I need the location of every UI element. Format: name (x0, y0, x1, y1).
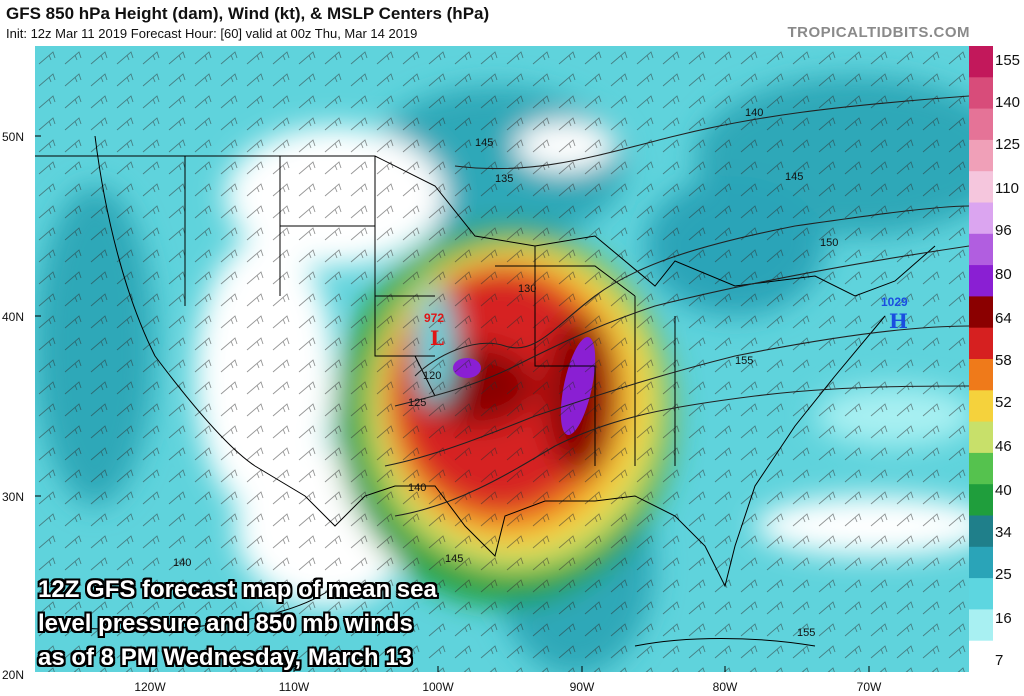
low-pressure-marker: L (430, 326, 445, 350)
colorbar-label: 46 (995, 438, 1012, 455)
lon-label: 120W (134, 680, 166, 694)
lon-label: 70W (856, 680, 882, 694)
wind-barbs (35, 46, 969, 672)
colorbar-label: 34 (995, 524, 1012, 541)
colorbar-swatch (969, 327, 993, 360)
colorbar-label: 80 (995, 266, 1012, 283)
contour-label: 155 (797, 627, 815, 639)
lat-label: 30N (2, 490, 25, 504)
contour-labels: 120 125 130 135 140 140 145 150 155 155 … (173, 107, 838, 639)
colorbar-label: 25 (995, 566, 1012, 583)
lon-label: 110W (278, 680, 310, 694)
contour-label: 140 (745, 107, 763, 119)
borders (35, 135, 936, 647)
colorbar-swatch (969, 640, 993, 673)
map-header: GFS 850 hPa Height (dam), Wind (kt), & M… (0, 0, 1024, 46)
lon-label: 100W (422, 680, 454, 694)
colorbar-swatches (969, 46, 993, 673)
contour-label: 145 (445, 553, 463, 565)
map-subtitle: Init: 12z Mar 11 2019 Forecast Hour: [60… (6, 26, 418, 41)
colorbar-label: 96 (995, 222, 1012, 239)
contour-label: 125 (408, 397, 426, 409)
brand-watermark: TROPICALTIDBITS.COM (787, 24, 970, 41)
lat-label: 40N (2, 310, 25, 324)
lat-label: 50N (2, 130, 25, 144)
colorbar-label: 125 (995, 136, 1021, 153)
contour-label: 140 (173, 557, 191, 569)
colorbar-swatch (969, 265, 993, 297)
colorbar-label: 40 (995, 482, 1012, 499)
colorbar-label: 140 (995, 94, 1021, 111)
high-pressure-value: 1029 (881, 295, 908, 309)
colorbar-label: 16 (995, 610, 1012, 627)
colorbar-swatch (969, 390, 993, 423)
map-caption: 12Z GFS forecast map of mean sea level p… (38, 573, 437, 675)
colorbar-label: 52 (995, 394, 1012, 411)
contour-label: 150 (820, 237, 838, 249)
colorbar-swatch (969, 296, 993, 329)
contour-label: 150 (205, 617, 223, 629)
colorbar-swatch (969, 421, 993, 454)
lat-label: 20N (2, 668, 25, 682)
caption-line: as of 8 PM Wednesday, March 13 (38, 644, 412, 671)
colorbar-swatch (969, 139, 993, 172)
map-title: GFS 850 hPa Height (dam), Wind (kt), & M… (6, 4, 490, 23)
colorbar-swatch (969, 578, 993, 610)
contour-label: 130 (518, 283, 536, 295)
contour-label: 135 (495, 173, 513, 185)
colorbar-swatch (969, 171, 993, 203)
graticule-ticks (35, 135, 870, 672)
colorbar-swatch (969, 77, 993, 110)
caption-line: 12Z GFS forecast map of mean sea (38, 576, 437, 603)
colorbar-swatch (969, 546, 993, 579)
colorbar: 155 140 125 110 96 80 64 58 52 46 40 34 … (969, 46, 1024, 673)
contour-label: 120 (423, 370, 441, 382)
colorbar-swatch (969, 202, 993, 235)
colorbar-label: 155 (995, 52, 1021, 69)
colorbar-swatch (969, 609, 993, 642)
contour-label: 145 (785, 171, 803, 183)
colorbar-label: 7 (995, 652, 1004, 669)
colorbar-label: 110 (995, 180, 1019, 197)
lon-label: 90W (569, 680, 595, 694)
colorbar-swatch (969, 108, 993, 141)
low-pressure-value: 972 (424, 311, 445, 325)
colorbar-swatch (969, 484, 993, 516)
map-canvas: 120 125 130 135 140 140 145 150 155 155 … (35, 46, 969, 672)
contour-label: 145 (475, 137, 493, 149)
colorbar-swatch (969, 515, 993, 548)
contour-label: 140 (408, 482, 426, 494)
colorbar-swatch (969, 46, 993, 78)
colorbar-swatch (969, 359, 993, 391)
colorbar-label: 58 (995, 352, 1012, 369)
contour-label: 155 (735, 355, 753, 367)
height-contours (384, 95, 969, 517)
colorbar-swatch (969, 233, 993, 266)
lon-label: 80W (712, 680, 738, 694)
weather-map: 120 125 130 135 140 140 145 150 155 155 … (35, 46, 969, 672)
caption-line: level pressure and 850 mb winds (38, 610, 413, 637)
colorbar-swatch (969, 452, 993, 485)
high-pressure-marker: H (889, 309, 908, 333)
colorbar-label: 64 (995, 310, 1012, 327)
